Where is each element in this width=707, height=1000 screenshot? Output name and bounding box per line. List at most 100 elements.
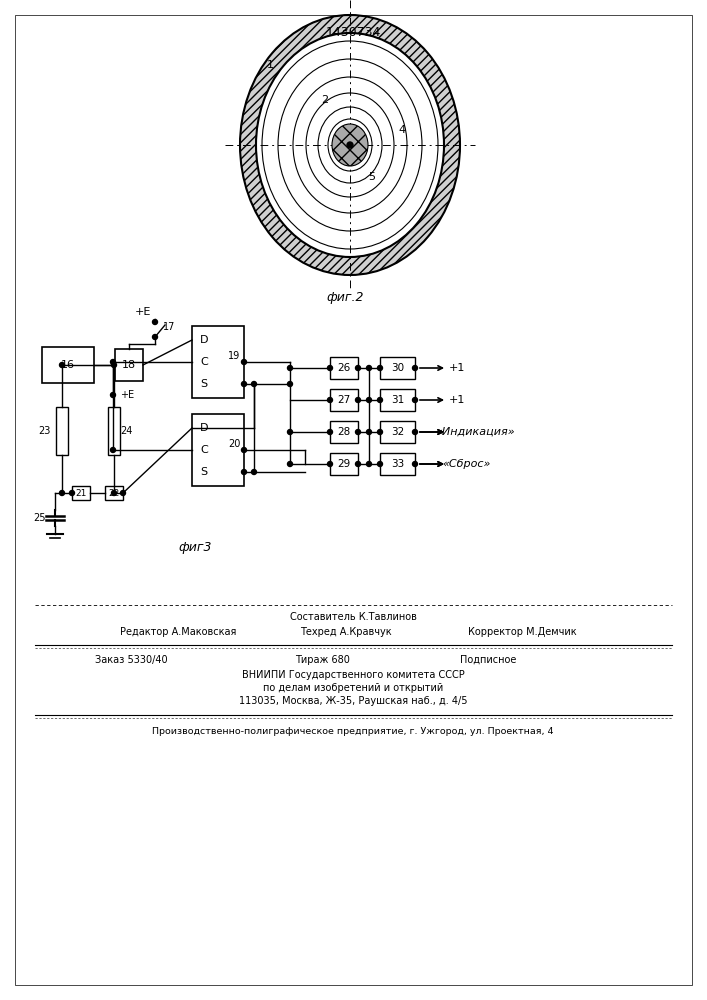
Bar bbox=[192, 414, 244, 486]
Text: 25: 25 bbox=[34, 513, 46, 523]
Text: 16: 16 bbox=[61, 360, 75, 370]
Text: Заказ 5330/40: Заказ 5330/40 bbox=[95, 655, 168, 665]
Circle shape bbox=[412, 462, 418, 466]
Text: Техред А.Кравчук: Техред А.Кравчук bbox=[300, 627, 392, 637]
Bar bbox=[380, 453, 415, 475]
Circle shape bbox=[366, 365, 371, 370]
Text: 27: 27 bbox=[337, 395, 351, 405]
Text: 33: 33 bbox=[391, 459, 404, 469]
Text: +1: +1 bbox=[449, 395, 465, 405]
Circle shape bbox=[112, 362, 117, 367]
Bar bbox=[42, 347, 94, 383]
Circle shape bbox=[412, 430, 418, 434]
Text: 22: 22 bbox=[108, 488, 119, 497]
Circle shape bbox=[110, 360, 115, 364]
Text: 19: 19 bbox=[228, 351, 240, 361]
Bar bbox=[115, 349, 143, 381]
Circle shape bbox=[366, 462, 371, 466]
Text: +E: +E bbox=[120, 390, 134, 400]
Bar bbox=[330, 389, 358, 411]
Text: «Сброс»: «Сброс» bbox=[443, 459, 491, 469]
Circle shape bbox=[356, 462, 361, 466]
Text: 28: 28 bbox=[337, 427, 351, 437]
Text: Подписное: Подписное bbox=[460, 655, 516, 665]
Circle shape bbox=[288, 462, 293, 466]
Circle shape bbox=[288, 381, 293, 386]
Circle shape bbox=[120, 490, 126, 495]
Text: Корректор М.Демчик: Корректор М.Демчик bbox=[468, 627, 577, 637]
Text: D: D bbox=[200, 423, 209, 433]
Circle shape bbox=[378, 430, 382, 434]
Text: 5: 5 bbox=[368, 172, 375, 182]
Text: 29: 29 bbox=[337, 459, 351, 469]
Text: «Индикация»: «Индикация» bbox=[436, 427, 515, 437]
Text: по делам изобретений и открытий: по делам изобретений и открытий bbox=[263, 683, 443, 693]
Circle shape bbox=[378, 365, 382, 370]
Circle shape bbox=[347, 142, 353, 148]
Circle shape bbox=[366, 397, 371, 402]
Circle shape bbox=[412, 365, 418, 370]
Bar bbox=[330, 453, 358, 475]
Text: +1: +1 bbox=[449, 363, 465, 373]
Bar bbox=[380, 357, 415, 379]
Circle shape bbox=[378, 397, 382, 402]
Circle shape bbox=[252, 470, 257, 475]
Bar bbox=[330, 357, 358, 379]
Text: фиг.2: фиг.2 bbox=[326, 290, 363, 304]
Circle shape bbox=[153, 320, 158, 324]
Text: 23: 23 bbox=[37, 426, 50, 436]
Text: 24: 24 bbox=[119, 426, 132, 436]
Text: Редактор А.Маковская: Редактор А.Маковская bbox=[120, 627, 236, 637]
Circle shape bbox=[69, 490, 74, 495]
Text: 18: 18 bbox=[122, 360, 136, 370]
Text: 21: 21 bbox=[76, 488, 87, 497]
Circle shape bbox=[288, 430, 293, 434]
Circle shape bbox=[252, 381, 257, 386]
Circle shape bbox=[327, 462, 332, 466]
Ellipse shape bbox=[240, 15, 460, 275]
Circle shape bbox=[242, 360, 247, 364]
Circle shape bbox=[356, 365, 361, 370]
Bar bbox=[330, 421, 358, 443]
Text: 20: 20 bbox=[228, 439, 240, 449]
Circle shape bbox=[288, 365, 293, 370]
Circle shape bbox=[412, 397, 418, 402]
Text: +E: +E bbox=[135, 307, 151, 317]
Circle shape bbox=[356, 397, 361, 402]
Circle shape bbox=[356, 430, 361, 434]
Text: 4: 4 bbox=[399, 125, 406, 135]
Text: 32: 32 bbox=[391, 427, 404, 437]
Circle shape bbox=[59, 490, 64, 495]
Text: ВНИИПИ Государственного комитета СССР: ВНИИПИ Государственного комитета СССР bbox=[242, 670, 464, 680]
Circle shape bbox=[110, 448, 115, 452]
Circle shape bbox=[59, 362, 64, 367]
Text: 30: 30 bbox=[391, 363, 404, 373]
Circle shape bbox=[153, 334, 158, 340]
Text: C: C bbox=[200, 445, 208, 455]
Text: 1: 1 bbox=[267, 60, 274, 70]
Text: 2: 2 bbox=[322, 95, 329, 105]
Text: D: D bbox=[200, 335, 209, 345]
Circle shape bbox=[327, 365, 332, 370]
Text: Производственно-полиграфическое предприятие, г. Ужгород, ул. Проектная, 4: Производственно-полиграфическое предприя… bbox=[152, 728, 554, 736]
Text: 1430734: 1430734 bbox=[325, 25, 380, 38]
Circle shape bbox=[366, 430, 371, 434]
Text: Составитель К.Тавлинов: Составитель К.Тавлинов bbox=[290, 612, 416, 622]
Bar bbox=[72, 486, 90, 500]
Circle shape bbox=[242, 448, 247, 452]
Bar bbox=[105, 486, 123, 500]
Text: 113035, Москва, Ж-35, Раушская наб., д. 4/5: 113035, Москва, Ж-35, Раушская наб., д. … bbox=[239, 696, 467, 706]
Circle shape bbox=[327, 430, 332, 434]
Ellipse shape bbox=[332, 124, 368, 166]
Text: S: S bbox=[201, 467, 208, 477]
Bar bbox=[380, 421, 415, 443]
Text: Тираж 680: Тираж 680 bbox=[295, 655, 350, 665]
Text: фиг3: фиг3 bbox=[178, 542, 212, 554]
Text: 31: 31 bbox=[391, 395, 404, 405]
Text: 17: 17 bbox=[163, 322, 175, 332]
Text: 26: 26 bbox=[337, 363, 351, 373]
Bar bbox=[380, 389, 415, 411]
Circle shape bbox=[112, 490, 117, 495]
Text: S: S bbox=[201, 379, 208, 389]
Circle shape bbox=[242, 381, 247, 386]
